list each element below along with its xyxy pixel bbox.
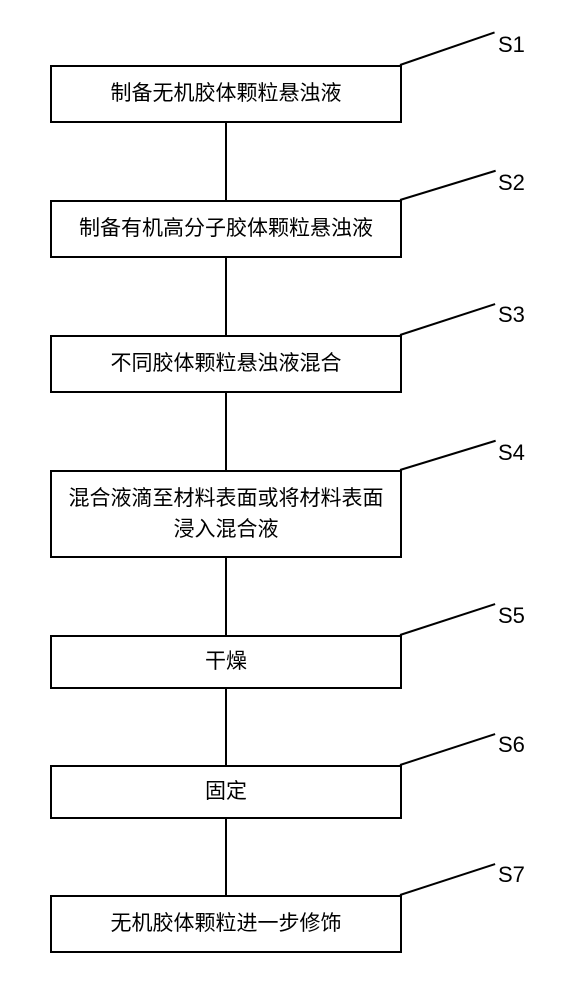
step-text: 固定: [205, 776, 247, 808]
connector-line: [225, 558, 227, 635]
step-box-s6: 固定: [50, 765, 402, 819]
connector-line: [225, 123, 227, 200]
step-label-s3: S3: [498, 302, 525, 328]
step-text: 无机胶体颗粒进一步修饰: [111, 908, 342, 940]
step-box-s5: 干燥: [50, 635, 402, 689]
connector-line: [225, 393, 227, 470]
step-label-s5: S5: [498, 603, 525, 629]
step-label-s2: S2: [498, 170, 525, 196]
connector-line: [225, 819, 227, 895]
step-label-s7: S7: [498, 862, 525, 888]
leader-line: [400, 603, 496, 636]
step-box-s3: 不同胶体颗粒悬浊液混合: [50, 335, 402, 393]
step-text: 制备无机胶体颗粒悬浊液: [111, 78, 342, 110]
step-text: 不同胶体颗粒悬浊液混合: [111, 348, 342, 380]
step-text: 制备有机高分子胶体颗粒悬浊液: [79, 213, 373, 245]
leader-line: [400, 303, 496, 336]
step-text: 混合液滴至材料表面或将材料表面浸入混合液: [60, 483, 392, 546]
connector-line: [225, 689, 227, 765]
leader-line: [400, 863, 496, 896]
step-box-s4: 混合液滴至材料表面或将材料表面浸入混合液: [50, 470, 402, 558]
flowchart-container: 制备无机胶体颗粒悬浊液 S1 制备有机高分子胶体颗粒悬浊液 S2 不同胶体颗粒悬浊液混合…: [0, 0, 566, 1000]
step-box-s1: 制备无机胶体颗粒悬浊液: [50, 65, 402, 123]
step-label-s1: S1: [498, 32, 525, 58]
step-box-s7: 无机胶体颗粒进一步修饰: [50, 895, 402, 953]
step-label-s4: S4: [498, 440, 525, 466]
step-label-s6: S6: [498, 732, 525, 758]
leader-line: [400, 733, 496, 766]
leader-line: [400, 440, 496, 471]
step-text: 干燥: [205, 646, 247, 678]
connector-line: [225, 258, 227, 335]
leader-line: [400, 170, 496, 201]
step-box-s2: 制备有机高分子胶体颗粒悬浊液: [50, 200, 402, 258]
leader-line: [400, 31, 495, 65]
